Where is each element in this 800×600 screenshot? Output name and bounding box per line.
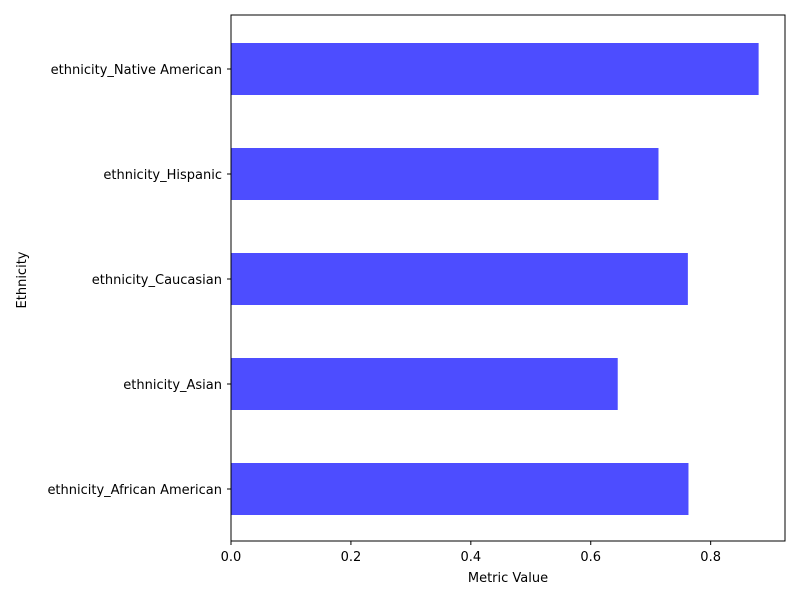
x-tick-label: 0.2 — [341, 550, 362, 565]
y-tick-label: ethnicity_Hispanic — [103, 168, 222, 183]
plot-frame — [230, 14, 786, 542]
x-tick-label: 0.6 — [580, 550, 601, 565]
y-tick-label: ethnicity_African American — [47, 483, 222, 498]
y-tick-label: ethnicity_Caucasian — [92, 273, 222, 288]
x-tick-label: 0.0 — [221, 550, 242, 565]
y-axis: ethnicity_African American ethnicity_Asia… — [47, 63, 231, 498]
bar-ethnicity-caucasian — [231, 253, 688, 305]
bar-ethnicity-asian — [231, 358, 618, 410]
y-tick-label: ethnicity_Asian — [123, 378, 222, 393]
y-axis-title: Ethnicity — [15, 251, 30, 308]
bar-ethnicity-native-american — [231, 43, 759, 95]
x-axis-title: Metric Value — [468, 571, 548, 586]
bars-group — [231, 43, 759, 515]
x-tick-label: 0.8 — [700, 550, 721, 565]
bar-ethnicity-african-american — [231, 463, 689, 515]
x-axis: 0.0 0.2 0.4 0.6 0.8 — [221, 541, 721, 565]
y-tick-label: ethnicity_Native American — [51, 63, 222, 78]
x-tick-label: 0.4 — [460, 550, 481, 565]
bar-ethnicity-hispanic — [231, 148, 659, 200]
